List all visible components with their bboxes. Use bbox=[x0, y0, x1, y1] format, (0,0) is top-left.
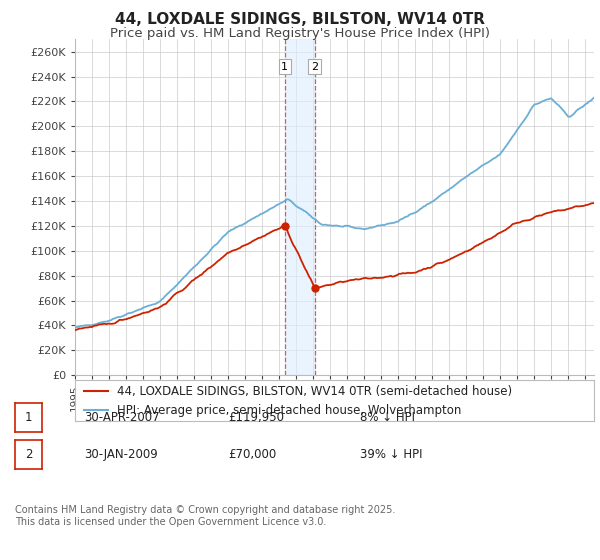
Text: 1: 1 bbox=[281, 62, 289, 72]
Text: 8% ↓ HPI: 8% ↓ HPI bbox=[360, 411, 415, 424]
Text: HPI: Average price, semi-detached house, Wolverhampton: HPI: Average price, semi-detached house,… bbox=[116, 404, 461, 417]
Text: 39% ↓ HPI: 39% ↓ HPI bbox=[360, 447, 422, 461]
Bar bbox=[285, 39, 314, 375]
Text: 1: 1 bbox=[25, 411, 32, 424]
Text: 2: 2 bbox=[311, 62, 318, 72]
Text: Price paid vs. HM Land Registry's House Price Index (HPI): Price paid vs. HM Land Registry's House … bbox=[110, 27, 490, 40]
Text: 44, LOXDALE SIDINGS, BILSTON, WV14 0TR (semi-detached house): 44, LOXDALE SIDINGS, BILSTON, WV14 0TR (… bbox=[116, 385, 512, 398]
Text: 2: 2 bbox=[25, 447, 32, 461]
Text: £119,950: £119,950 bbox=[228, 411, 284, 424]
Text: 30-APR-2007: 30-APR-2007 bbox=[84, 411, 160, 424]
Text: £70,000: £70,000 bbox=[228, 447, 276, 461]
Text: 44, LOXDALE SIDINGS, BILSTON, WV14 0TR: 44, LOXDALE SIDINGS, BILSTON, WV14 0TR bbox=[115, 12, 485, 27]
Text: 30-JAN-2009: 30-JAN-2009 bbox=[84, 447, 158, 461]
Text: Contains HM Land Registry data © Crown copyright and database right 2025.
This d: Contains HM Land Registry data © Crown c… bbox=[15, 505, 395, 527]
